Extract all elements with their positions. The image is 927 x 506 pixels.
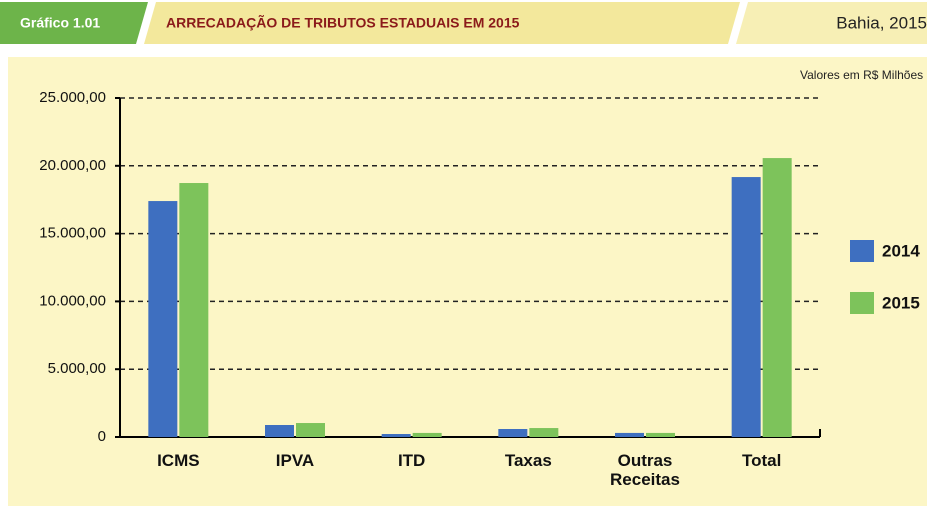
bar (179, 183, 209, 437)
x-tick-label: Total (741, 451, 782, 470)
y-tick-label: 10.000,00 (39, 292, 106, 309)
bar (646, 432, 675, 437)
x-tick-slot: ITD (397, 451, 426, 470)
y-tick-label: 25.000,00 (39, 89, 106, 106)
bar (731, 177, 761, 437)
subtitle: Valores em R$ Milhões (800, 68, 923, 82)
legend-swatch (850, 292, 874, 314)
x-tick-label: ITD (397, 451, 426, 470)
y-tick-label: 5.000,00 (48, 360, 106, 377)
legend-swatch (850, 240, 874, 262)
x-tick-slot: IPVA (275, 451, 315, 470)
x-tick-slot: Total (741, 451, 782, 470)
bar (762, 158, 792, 437)
bar (529, 428, 559, 437)
chart-title: ARRECADAÇÃO DE TRIBUTOS ESTADUAIS EM 201… (166, 14, 520, 31)
bar (265, 424, 294, 437)
x-tick-slot: Outras Receitas (610, 451, 680, 489)
bar (412, 432, 442, 437)
bar (296, 423, 325, 437)
x-tick-label: IPVA (275, 451, 315, 470)
bar (381, 434, 411, 437)
x-tick-label: Outras Receitas (610, 451, 680, 489)
y-tick-label: 0 (98, 428, 106, 445)
y-tick-label: 20.000,00 (39, 157, 106, 174)
legend-label: 2015 (882, 293, 920, 312)
x-tick-slot: Taxas (504, 451, 552, 470)
region-bg (736, 2, 927, 44)
y-tick-label: 15.000,00 (39, 225, 106, 242)
bar (148, 201, 178, 437)
title-bg (144, 2, 740, 44)
bar (615, 432, 644, 437)
x-tick-label: Taxas (504, 451, 552, 470)
region: Bahia, 2015 (836, 13, 927, 32)
bar (498, 428, 528, 437)
badge-label: Gráfico 1.01 (20, 15, 100, 31)
x-tick-label: ICMS (157, 451, 200, 470)
legend-label: 2014 (882, 241, 920, 260)
badge-bg (0, 2, 148, 44)
x-tick-slot: ICMS (157, 451, 200, 470)
